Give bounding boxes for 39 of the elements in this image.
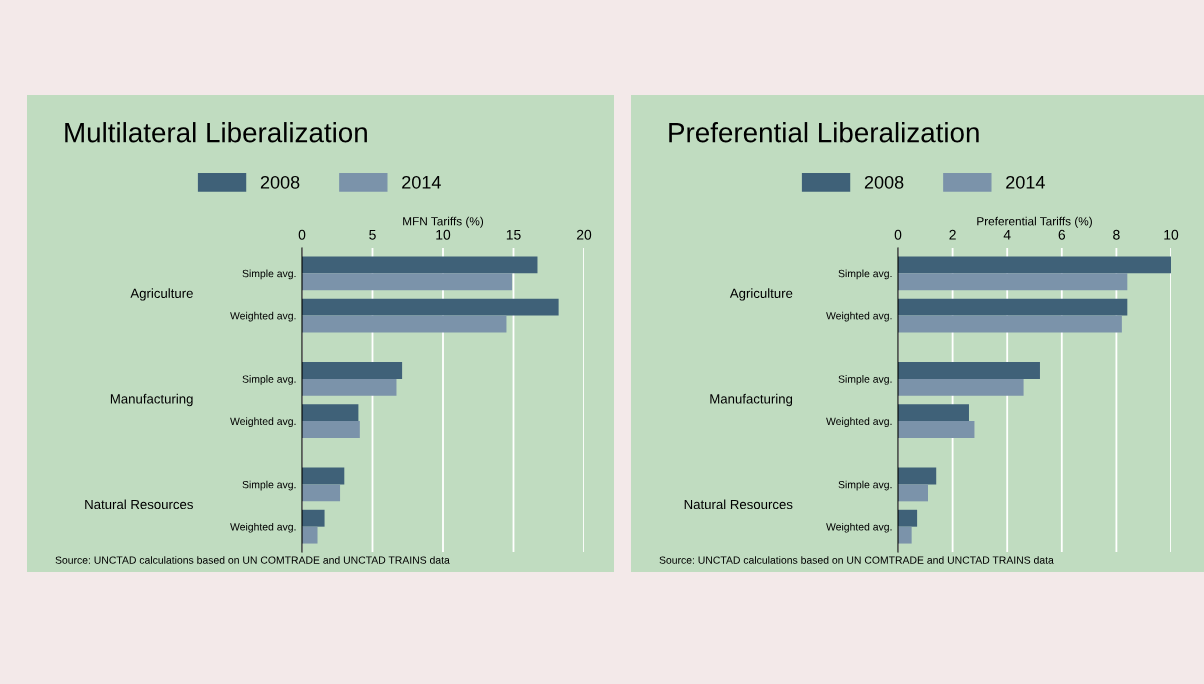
source-note: Source: UNCTAD calculations based on UN COMTRADE and UNCTAD TRAINS data <box>659 556 1054 564</box>
legend-label: 2008 <box>260 175 300 189</box>
x-tick-label: 0 <box>894 229 902 240</box>
text: Natural Resources <box>85 499 193 510</box>
legend-label: 2008 <box>864 175 904 189</box>
source-note: Source: UNCTAD calculations based on UN COMTRADE and UNCTAD TRAINS data <box>55 556 450 564</box>
y-tick-label: Simple avg. <box>242 269 296 280</box>
text: Agriculture <box>130 288 193 301</box>
y-tick-label: Simple avg. <box>242 375 296 385</box>
y-tick-label: Weighted avg. <box>230 311 296 322</box>
x-tick-label: 2 <box>949 229 956 240</box>
y-tick-label: Weighted avg. <box>230 522 296 533</box>
x-tick-label: 8 <box>1113 229 1120 240</box>
y-tick-label: Weighted avg. <box>826 311 892 322</box>
x-tick-label: 20 <box>576 229 592 240</box>
text: Agriculture <box>729 288 793 301</box>
text: Manufacturing <box>110 393 193 407</box>
y-tick-label: Weighted avg. <box>826 417 892 428</box>
x-tick-label: 5 <box>369 230 376 240</box>
x-axis-title: MFN Tariffs (%) <box>403 216 484 228</box>
y-tick-label: Weighted avg. <box>826 522 892 533</box>
y-tick-label: Weighted avg. <box>230 417 296 428</box>
y-tick-label: Simple avg. <box>838 480 892 491</box>
text: Natural Resources <box>684 499 793 510</box>
legend-label: 2014 <box>1006 175 1045 189</box>
chart-title: Preferential Liberalization <box>669 122 979 143</box>
y-tick-label: Simple avg. <box>242 480 296 491</box>
y-tick-label: Simple avg. <box>838 375 892 385</box>
x-tick-label: 10 <box>436 229 451 240</box>
x-tick-label: 4 <box>1003 230 1011 240</box>
x-tick-label: 6 <box>1058 229 1066 240</box>
chart-title: Multilateral Liberalization <box>65 122 367 143</box>
y-tick-label: Simple avg. <box>838 269 892 280</box>
x-tick-label: 10 <box>1164 229 1179 240</box>
x-tick-label: 15 <box>506 230 521 240</box>
text: Manufacturing <box>710 393 793 407</box>
x-axis-title: Preferential Tariffs (%) <box>977 216 1092 228</box>
legend-label: 2014 <box>402 175 441 189</box>
x-tick-label: 0 <box>298 229 306 240</box>
